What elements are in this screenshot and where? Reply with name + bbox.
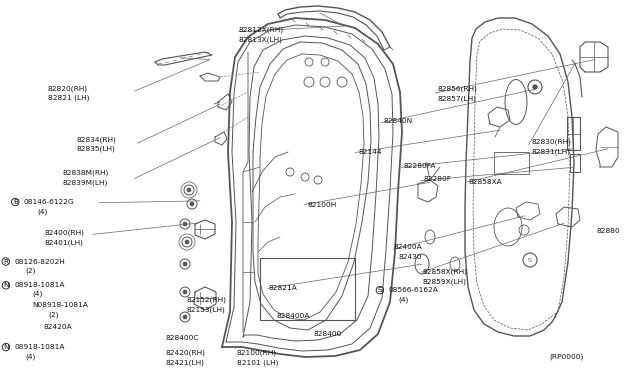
- Text: (2): (2): [48, 311, 58, 318]
- Text: 82834(RH): 82834(RH): [77, 136, 116, 143]
- Text: 82813X(LH): 82813X(LH): [239, 37, 283, 44]
- Text: 82280F: 82280F: [424, 176, 452, 182]
- Text: 82859X(LH): 82859X(LH): [422, 278, 467, 285]
- Text: (RP0000): (RP0000): [549, 353, 584, 360]
- Text: B: B: [13, 199, 18, 205]
- Text: 08566-6162A: 08566-6162A: [388, 287, 438, 293]
- Text: N: N: [3, 282, 9, 288]
- Text: 82821A: 82821A: [269, 285, 298, 291]
- Text: 82280FA: 82280FA: [403, 163, 436, 169]
- Text: 82820(RH): 82820(RH): [48, 85, 88, 92]
- Text: 82840N: 82840N: [384, 118, 413, 124]
- Text: 82812X(RH): 82812X(RH): [239, 26, 284, 33]
- Text: 828400A: 828400A: [276, 313, 310, 319]
- Text: 08918-1081A: 08918-1081A: [14, 282, 65, 288]
- Circle shape: [190, 202, 194, 206]
- Text: 82830(RH): 82830(RH): [531, 139, 571, 145]
- Text: S: S: [528, 257, 532, 263]
- Text: 82100H: 82100H: [307, 202, 337, 208]
- Text: 82421(LH): 82421(LH): [165, 359, 204, 366]
- Circle shape: [185, 240, 189, 244]
- Circle shape: [183, 290, 187, 294]
- Text: 82880: 82880: [596, 228, 620, 234]
- Text: 82821 (LH): 82821 (LH): [48, 94, 90, 101]
- Text: 82401(LH): 82401(LH): [45, 239, 84, 246]
- Text: 82858X(RH): 82858X(RH): [422, 268, 467, 275]
- Circle shape: [183, 262, 187, 266]
- Text: S: S: [378, 287, 382, 293]
- Text: (4): (4): [26, 353, 36, 360]
- Circle shape: [183, 222, 187, 226]
- Text: 82856(RH): 82856(RH): [438, 85, 477, 92]
- Bar: [260, 258, 355, 320]
- Text: 82400A: 82400A: [394, 244, 422, 250]
- Text: 828400C: 828400C: [165, 335, 198, 341]
- Text: 82838M(RH): 82838M(RH): [63, 170, 109, 176]
- Text: 82420A: 82420A: [44, 324, 72, 330]
- Text: N08918-1081A: N08918-1081A: [32, 302, 88, 308]
- Text: (2): (2): [26, 267, 36, 274]
- Text: 82153(LH): 82153(LH): [187, 307, 226, 313]
- Text: 08146-6122G: 08146-6122G: [24, 199, 74, 205]
- Text: 82400(RH): 82400(RH): [45, 229, 85, 236]
- Circle shape: [183, 315, 187, 319]
- Text: N: N: [3, 344, 9, 350]
- Text: (4): (4): [398, 296, 408, 303]
- Text: 82430: 82430: [398, 254, 422, 260]
- Circle shape: [187, 188, 191, 192]
- Circle shape: [533, 85, 537, 89]
- Text: 82100(RH): 82100(RH): [237, 349, 277, 356]
- Text: 08126-8202H: 08126-8202H: [14, 259, 65, 264]
- Text: 82857(LH): 82857(LH): [438, 95, 477, 102]
- Bar: [494, 152, 529, 174]
- Text: 82858XA: 82858XA: [468, 179, 502, 185]
- Text: (4): (4): [32, 291, 42, 297]
- Text: 82835(LH): 82835(LH): [77, 145, 116, 152]
- Text: 82101 (LH): 82101 (LH): [237, 359, 278, 366]
- Text: 82152(RH): 82152(RH): [187, 297, 227, 304]
- Text: 82831(LH): 82831(LH): [531, 148, 570, 155]
- Text: 828400: 828400: [314, 331, 342, 337]
- Text: 08918-1081A: 08918-1081A: [14, 344, 65, 350]
- Text: R: R: [3, 259, 8, 264]
- Text: 82144: 82144: [358, 149, 382, 155]
- Text: (4): (4): [37, 209, 47, 215]
- Text: 82420(RH): 82420(RH): [165, 349, 205, 356]
- Text: 82839M(LH): 82839M(LH): [63, 180, 108, 186]
